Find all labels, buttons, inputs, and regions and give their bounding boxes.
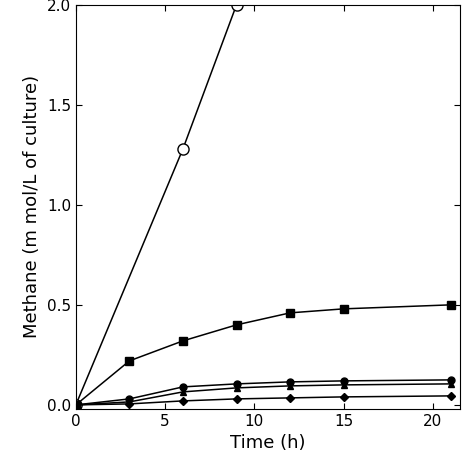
X-axis label: Time (h): Time (h) <box>230 434 306 452</box>
Y-axis label: Methane (m mol/L of culture): Methane (m mol/L of culture) <box>23 75 41 338</box>
